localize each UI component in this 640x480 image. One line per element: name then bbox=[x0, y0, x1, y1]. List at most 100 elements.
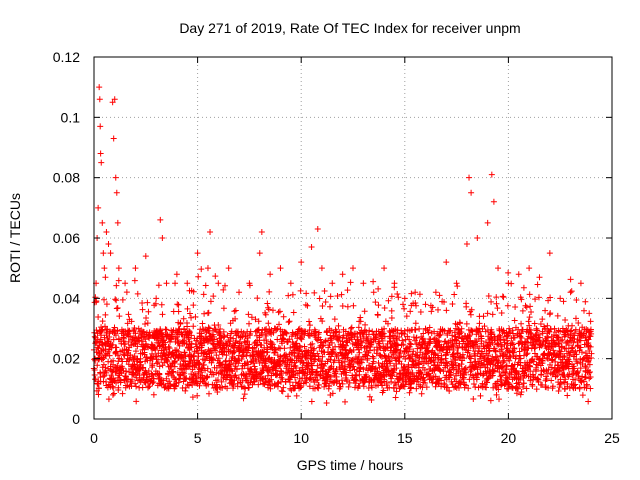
data-point bbox=[572, 326, 579, 333]
data-point bbox=[437, 331, 444, 338]
data-point bbox=[207, 228, 214, 235]
data-point bbox=[478, 348, 485, 355]
data-point bbox=[577, 280, 584, 287]
data-point bbox=[305, 348, 312, 355]
data-point bbox=[173, 347, 180, 354]
grid-lines bbox=[94, 57, 612, 419]
data-point bbox=[587, 373, 594, 380]
data-point bbox=[488, 328, 495, 335]
data-point bbox=[384, 320, 391, 327]
data-point bbox=[545, 297, 552, 304]
data-point bbox=[525, 318, 532, 325]
data-point bbox=[175, 376, 182, 383]
data-point bbox=[246, 341, 253, 348]
data-point bbox=[94, 362, 101, 369]
data-point bbox=[370, 358, 377, 365]
data-point bbox=[388, 293, 395, 300]
data-point bbox=[329, 280, 336, 287]
data-point bbox=[95, 313, 102, 320]
data-point bbox=[131, 277, 138, 284]
data-point bbox=[96, 96, 103, 103]
data-point bbox=[331, 316, 338, 323]
data-point bbox=[407, 308, 414, 315]
data-point bbox=[527, 303, 534, 310]
data-point bbox=[572, 348, 579, 355]
data-point bbox=[217, 330, 224, 337]
data-point bbox=[306, 383, 313, 390]
data-point bbox=[310, 352, 317, 359]
data-point bbox=[412, 320, 419, 327]
data-point bbox=[489, 311, 496, 318]
data-point bbox=[322, 338, 329, 345]
data-point bbox=[401, 305, 408, 312]
data-point bbox=[370, 331, 377, 338]
data-point bbox=[152, 300, 159, 307]
data-point bbox=[267, 385, 274, 392]
data-point bbox=[364, 345, 371, 352]
data-point bbox=[181, 349, 188, 356]
data-point bbox=[170, 368, 177, 375]
data-point bbox=[359, 339, 366, 346]
data-point bbox=[351, 358, 358, 365]
data-point bbox=[518, 296, 525, 303]
data-point bbox=[345, 383, 352, 390]
data-point bbox=[253, 342, 260, 349]
data-point bbox=[165, 371, 172, 378]
data-point bbox=[467, 368, 474, 375]
data-point bbox=[146, 335, 153, 342]
data-point bbox=[416, 361, 423, 368]
data-point bbox=[126, 357, 133, 364]
data-point bbox=[175, 301, 182, 308]
data-point bbox=[142, 336, 149, 343]
data-point bbox=[525, 344, 532, 351]
y-tick-labels: 0 0.02 0.04 0.06 0.08 0.1 0.12 bbox=[53, 49, 80, 427]
data-point bbox=[428, 308, 435, 315]
data-point bbox=[144, 299, 151, 306]
data-point bbox=[488, 171, 495, 178]
data-point bbox=[520, 380, 527, 387]
data-point bbox=[281, 345, 288, 352]
x-tick-label: 5 bbox=[194, 430, 202, 446]
data-point bbox=[413, 302, 420, 309]
data-point bbox=[422, 379, 429, 386]
data-point bbox=[542, 307, 549, 314]
data-point bbox=[577, 365, 584, 372]
data-point bbox=[177, 372, 184, 379]
data-point bbox=[429, 304, 436, 311]
data-point bbox=[116, 313, 123, 320]
data-point bbox=[518, 320, 525, 327]
data-point bbox=[452, 384, 459, 391]
data-point bbox=[580, 307, 587, 314]
data-point bbox=[287, 280, 294, 287]
data-point bbox=[343, 342, 350, 349]
data-point bbox=[150, 375, 157, 382]
data-point bbox=[274, 383, 281, 390]
data-point bbox=[105, 241, 112, 248]
x-axis-label: GPS time / hours bbox=[297, 457, 404, 473]
data-point bbox=[444, 384, 451, 391]
data-point bbox=[432, 289, 439, 296]
data-point bbox=[276, 308, 283, 315]
data-point bbox=[460, 370, 467, 377]
data-point bbox=[348, 324, 355, 331]
data-point bbox=[427, 375, 434, 382]
data-point bbox=[213, 345, 220, 352]
data-point bbox=[579, 392, 586, 399]
data-point bbox=[263, 337, 270, 344]
data-point bbox=[133, 398, 140, 405]
data-point bbox=[220, 328, 227, 335]
data-point bbox=[438, 356, 445, 363]
data-point bbox=[393, 388, 400, 395]
data-point bbox=[339, 380, 346, 387]
data-point bbox=[109, 341, 116, 348]
data-point bbox=[440, 368, 447, 375]
data-point bbox=[416, 354, 423, 361]
data-point bbox=[171, 363, 178, 370]
data-point bbox=[335, 322, 342, 329]
data-point bbox=[416, 325, 423, 332]
data-point bbox=[220, 286, 227, 293]
data-point bbox=[283, 329, 290, 336]
data-point bbox=[265, 306, 272, 313]
data-point bbox=[110, 336, 117, 343]
